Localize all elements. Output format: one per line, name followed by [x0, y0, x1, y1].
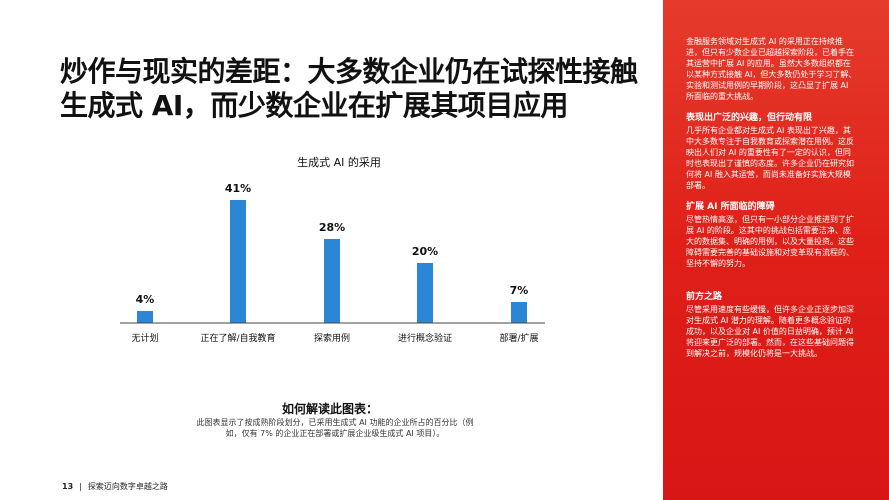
bar-value-label: 20%	[412, 245, 438, 258]
category-label: 进行概念验证	[398, 332, 452, 344]
bar-value-label: 4%	[136, 293, 155, 306]
adoption-bar-chart: 生成式 AI 的采用 4% 无计划 41% 正在了解/自我教育 28% 探索用例 20% 进行…	[120, 155, 545, 344]
bar-value-label: 41%	[225, 182, 251, 195]
sidebar-section-text: 尽管采用速度有些缓慢，但许多企业正逐步加深对生成式 AI 潜力的理解。随着更多概…	[686, 305, 854, 358]
bar-4	[511, 302, 527, 323]
bar-value-label: 7%	[510, 284, 529, 297]
sidebar-section: 扩展 AI 所面临的障碍 尽管热情高涨，但只有一小部分企业推进到了扩展 AI 的…	[686, 202, 858, 269]
page-title: 炒作与现实的差距：大多数企业仍在试探性接触生成式 AI，而少数企业在扩展其项目应…	[60, 55, 638, 122]
sidebar-panel: 金融服务领域对生成式 AI 的采用正在持续推进，但只有少数企业已超越探索阶段，已…	[663, 0, 889, 500]
sidebar-section-heading: 扩展 AI 所面临的障碍	[686, 202, 775, 212]
bar-value-label: 28%	[319, 221, 345, 234]
category-label: 部署/扩展	[499, 332, 538, 344]
category-label: 探索用例	[314, 332, 350, 344]
sidebar-section-heading: 表现出广泛的兴趣，但行动有限	[686, 113, 813, 123]
category-label: 正在了解/自我教育	[200, 332, 275, 344]
interpretation-body: 此图表显示了按成熟阶段划分，已采用生成式 AI 功能的企业所占的百分比（例如，仅…	[196, 418, 474, 438]
footer-text: 探索迈向数字卓越之路	[87, 482, 168, 491]
sidebar-section-text: 尽管热情高涨，但只有一小部分企业推进到了扩展 AI 的阶段。这其中的挑战包括需要…	[686, 215, 854, 268]
category-label: 无计划	[131, 332, 158, 344]
bar-1	[230, 200, 246, 323]
bar-2	[324, 239, 340, 323]
bar-0	[137, 311, 153, 323]
footer-separator: |	[79, 482, 82, 491]
interpretation-title: 如何解读此图表：	[281, 402, 378, 416]
bar-3	[417, 263, 433, 323]
sidebar-section-text: 几乎所有企业都对生成式 AI 表现出了兴趣，其中大多数专注于自我教育或探索潜在用…	[686, 126, 854, 190]
sidebar-section: 表现出广泛的兴趣，但行动有限 几乎所有企业都对生成式 AI 表现出了兴趣，其中大…	[686, 113, 858, 191]
page-number: 13	[62, 482, 74, 491]
sidebar-section: 前方之路 尽管采用速度有些缓慢，但许多企业正逐步加深对生成式 AI 潜力的理解。…	[686, 292, 858, 359]
footer: 13 | 探索迈向数字卓越之路	[62, 481, 168, 492]
sidebar-section-heading: 前方之路	[686, 292, 723, 302]
chart-bars: 4% 无计划 41% 正在了解/自我教育 28% 探索用例 20% 进行概念验证 7% 部署/扩展	[131, 182, 538, 344]
sidebar-intro: 金融服务领域对生成式 AI 的采用正在持续推进，但只有少数企业已超越探索阶段，已…	[686, 37, 857, 101]
chart-title: 生成式 AI 的采用	[297, 155, 381, 169]
